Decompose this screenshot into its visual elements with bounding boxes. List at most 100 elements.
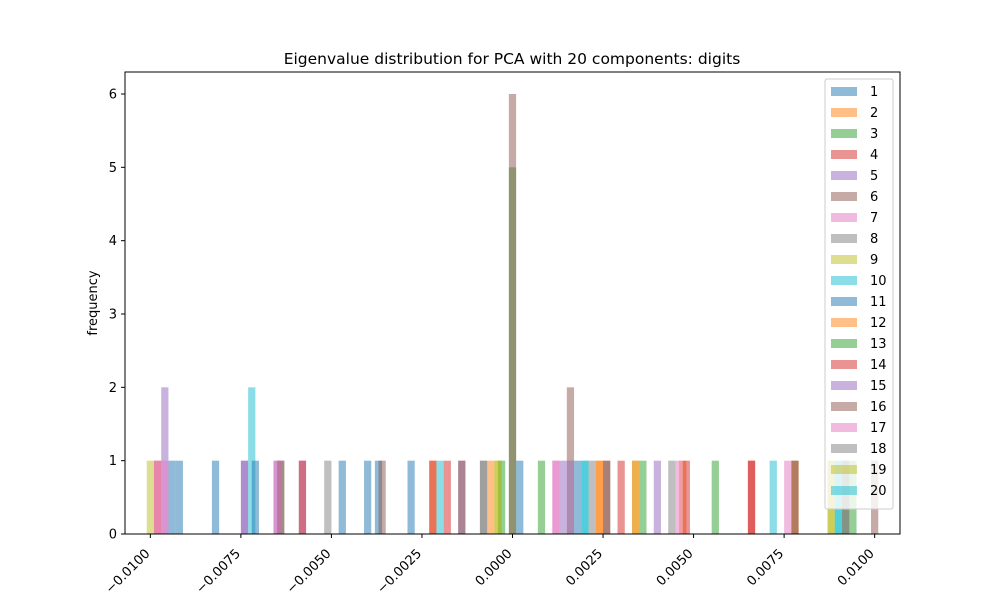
bar-series-16-2 <box>378 460 386 534</box>
bar-series-20-1 <box>581 460 589 534</box>
legend-swatch-12 <box>831 318 857 327</box>
bar-series-17-2 <box>552 460 560 534</box>
legend-swatch-16 <box>831 402 857 411</box>
legend-swatch-2 <box>831 108 857 117</box>
legend-label-9: 9 <box>870 253 878 268</box>
bar-series-4-3 <box>617 460 625 534</box>
bar-series-1-4 <box>407 460 415 534</box>
bar-series-11-3 <box>338 460 346 534</box>
legend-label-1: 1 <box>870 85 878 100</box>
legend-swatch-18 <box>831 444 857 453</box>
legend-label-15: 15 <box>870 379 887 394</box>
legend-label-4: 4 <box>870 148 878 163</box>
bar-series-11-4 <box>364 460 372 534</box>
bar-series-11-2 <box>251 460 259 534</box>
bar-series-7-1 <box>153 460 162 534</box>
bar-series-4-4 <box>682 460 690 534</box>
y-tick-label: 3 <box>109 308 117 323</box>
legend-label-10: 10 <box>870 274 887 289</box>
bar-series-19-1 <box>494 460 502 534</box>
legend-label-6: 6 <box>870 190 878 205</box>
bar-series-8-2 <box>324 460 332 534</box>
bar-series-17-1 <box>273 460 281 534</box>
bar-series-16-4 <box>603 460 611 534</box>
legend-label-3: 3 <box>870 127 878 142</box>
legend-swatch-5 <box>831 171 857 180</box>
legend-swatch-8 <box>831 234 857 243</box>
bar-series-12-2 <box>632 460 640 534</box>
bar-series-7-4 <box>675 460 683 534</box>
y-tick-label: 5 <box>109 161 117 176</box>
chart-title: Eigenvalue distribution for PCA with 20 … <box>284 50 741 68</box>
bar-series-18-1 <box>479 460 488 534</box>
legend-swatch-1 <box>831 87 857 96</box>
bar-series-7-5 <box>784 460 792 534</box>
legend-label-13: 13 <box>870 337 887 352</box>
bar-series-2-2 <box>487 460 495 534</box>
bar-series-1-1 <box>175 460 183 534</box>
legend-label-8: 8 <box>870 232 878 247</box>
legend-swatch-11 <box>831 297 857 306</box>
bar-series-3-2 <box>537 460 546 534</box>
bar-series-16-3 <box>458 460 466 534</box>
legend-swatch-14 <box>831 360 857 369</box>
legend-label-19: 19 <box>870 463 887 478</box>
legend-swatch-19 <box>831 465 857 474</box>
bar-series-5-1 <box>161 387 169 534</box>
bar-series-11-5 <box>574 460 582 534</box>
bar-series-6-1 <box>508 94 517 534</box>
y-tick-label: 1 <box>109 454 117 469</box>
bar-series-14-4 <box>791 460 799 534</box>
bar-series-14-3 <box>747 460 756 534</box>
bar-series-15-2 <box>566 460 575 534</box>
bar-series-18-2 <box>588 460 596 534</box>
legend-label-18: 18 <box>870 442 887 457</box>
bar-series-5-7 <box>653 460 661 534</box>
bar-series-13-2 <box>639 460 647 534</box>
legend-label-20: 20 <box>870 484 887 499</box>
bar-series-6-2 <box>566 387 575 534</box>
y-tick-label: 4 <box>109 234 117 249</box>
legend-swatch-15 <box>831 381 857 390</box>
legend-swatch-20 <box>831 486 857 495</box>
bar-series-4-2 <box>429 460 437 534</box>
legend-swatch-3 <box>831 129 857 138</box>
legend-swatch-6 <box>831 192 857 201</box>
legend-label-2: 2 <box>870 106 878 121</box>
bar-series-3-3 <box>711 460 719 534</box>
bar-series-10-4 <box>769 460 777 534</box>
y-axis-ticks: 0 1 2 3 4 5 6 <box>109 88 125 543</box>
legend-label-17: 17 <box>870 421 887 436</box>
y-axis-label: frequency <box>86 270 101 336</box>
bar-series-10-1 <box>248 387 256 534</box>
bar-series-9-1 <box>146 460 154 534</box>
legend-swatch-7 <box>831 213 857 222</box>
y-tick-label: 2 <box>109 381 117 396</box>
legend-swatch-10 <box>831 276 857 285</box>
legend-label-12: 12 <box>870 316 887 331</box>
bar-series-7-2 <box>161 460 169 534</box>
bar-series-1-2 <box>211 460 220 534</box>
bar-series-15-1 <box>240 460 249 534</box>
legend-swatch-13 <box>831 339 857 348</box>
legend-label-11: 11 <box>870 295 887 310</box>
bar-series-14-1 <box>298 460 307 534</box>
legend-label-5: 5 <box>870 169 878 184</box>
bar-series-5-6 <box>559 460 567 534</box>
bar-series-11-1 <box>168 460 176 534</box>
legend-label-14: 14 <box>870 358 887 373</box>
y-tick-label: 6 <box>109 88 117 103</box>
legend-box <box>824 78 894 510</box>
legend-label-7: 7 <box>870 211 878 226</box>
bar-series-12-1 <box>595 460 604 534</box>
legend-swatch-4 <box>831 150 857 159</box>
legend-swatch-17 <box>831 423 857 432</box>
bar-series-8-4 <box>668 460 676 534</box>
y-tick-label: 0 <box>109 528 117 543</box>
legend-label-16: 16 <box>870 400 887 415</box>
legend-swatch-9 <box>831 255 857 264</box>
bar-series-14-2 <box>443 460 451 534</box>
bar-series-1-5 <box>516 460 524 534</box>
